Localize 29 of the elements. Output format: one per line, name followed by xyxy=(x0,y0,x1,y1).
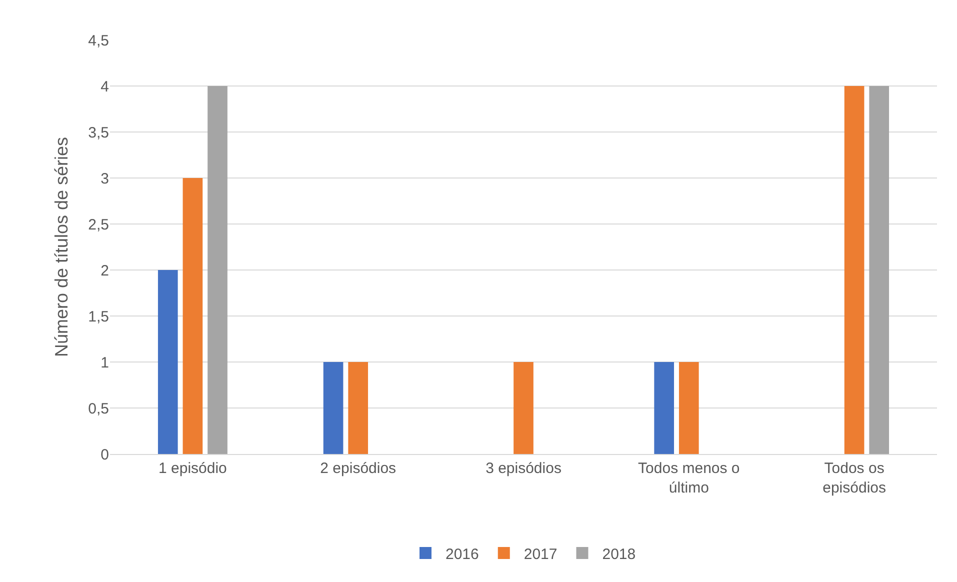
y-tick-label: 4 xyxy=(100,78,109,96)
x-tick-label: 3 episódios xyxy=(486,460,562,477)
bar xyxy=(182,178,203,454)
bar xyxy=(678,362,699,454)
y-tick-label: 2 xyxy=(100,262,109,280)
bar xyxy=(348,362,368,454)
bar xyxy=(323,362,344,454)
bar xyxy=(869,86,890,454)
legend-label: 2016 xyxy=(446,546,479,563)
y-axis-title: Número de títulos de séries xyxy=(51,136,72,358)
bar xyxy=(654,362,674,454)
x-tick-label: Todos menos o último xyxy=(638,460,740,496)
x-tick-label: Todos os episódios xyxy=(822,460,886,496)
bar xyxy=(514,362,534,454)
y-tick-label: 0 xyxy=(100,446,109,464)
y-tick-label: 4,5 xyxy=(88,32,109,50)
y-tick-label: 2,5 xyxy=(88,216,109,234)
legend-label: 2018 xyxy=(602,546,636,563)
bar xyxy=(208,86,228,454)
x-tick-label: 1 episódio xyxy=(158,460,227,477)
y-tick-label: 3 xyxy=(100,170,109,188)
y-tick-label: 1,5 xyxy=(88,308,109,326)
y-tick-label: 1 xyxy=(100,354,109,372)
y-tick-label: 3,5 xyxy=(88,124,109,142)
x-tick-label: 2 episódios xyxy=(320,460,396,477)
y-tick-label: 0,5 xyxy=(88,400,109,418)
bar xyxy=(158,270,178,454)
bar xyxy=(844,86,864,454)
legend-label: 2017 xyxy=(524,546,558,563)
